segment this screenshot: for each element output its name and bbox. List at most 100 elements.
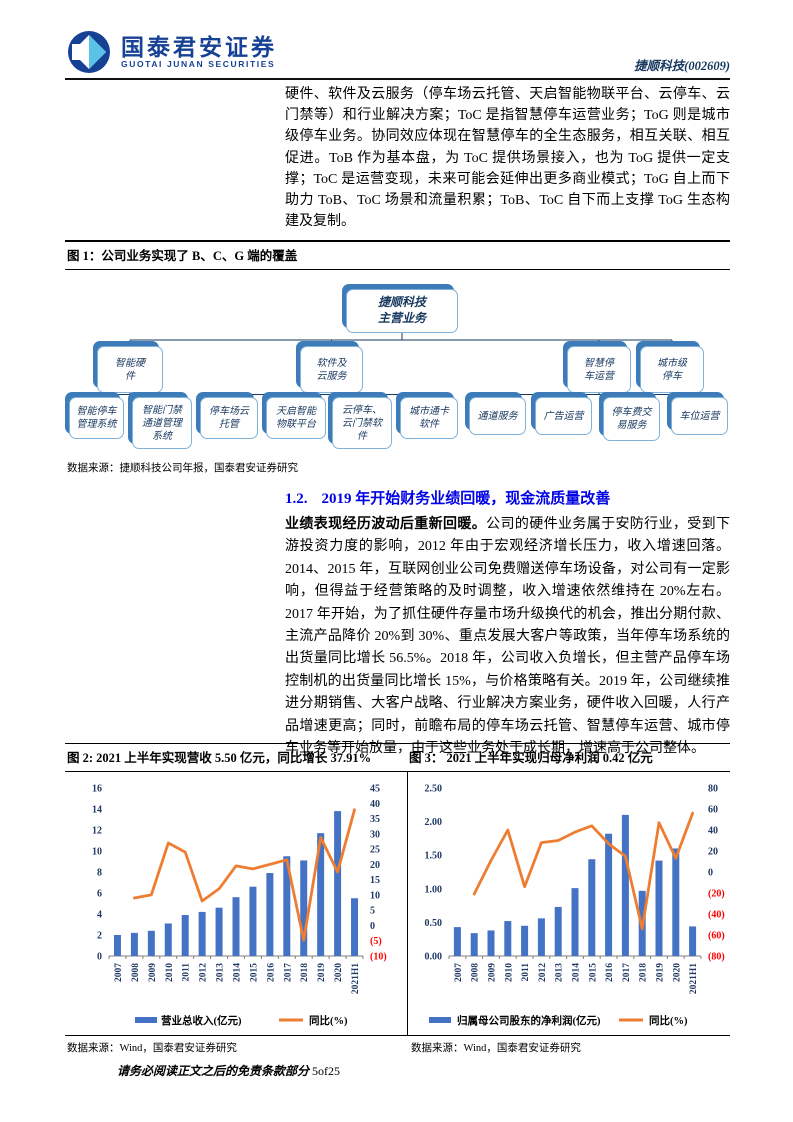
right-axis-tick: (40) [708, 910, 725, 921]
left-axis-tick: 14 [92, 805, 102, 816]
legend-bar-label: 归属母公司股东的净利润(亿元) [457, 1014, 601, 1027]
left-axis-tick: 4 [97, 910, 102, 921]
right-axis-tick: (60) [708, 931, 725, 942]
x-axis-label: 2009 [148, 963, 158, 982]
figure-3-source: 数据来源：Wind，国泰君安证券研究 [411, 1043, 581, 1054]
performance-paragraph: 业绩表现经历波动后重新回暖。公司的硬件业务属于安防行业，受到下游投资力度的影响，… [285, 514, 730, 760]
bar-2017 [283, 856, 291, 956]
bar-2011 [521, 925, 529, 956]
bar-2018 [300, 860, 308, 956]
right-axis-tick: 25 [370, 845, 380, 856]
org-node-parking-mgmt-system: 智能停车 管理系统 [69, 397, 124, 439]
stock-label: 捷顺科技(002609) [634, 59, 730, 73]
bar-2016 [266, 873, 274, 956]
revenue-chart: 1614121086420454035302520151050(5)(10)20… [92, 784, 387, 1028]
x-axis-label: 2015 [249, 963, 259, 982]
org-node-parking-fee-service: 停车费交 易服务 [603, 397, 660, 441]
x-axis-label: 2011 [182, 963, 192, 982]
profit-chart: 2.50 2.00 1.50 1.00 0.50 0.00 80 60 40 20 0 (20) (40… [425, 784, 725, 1028]
x-axis-label: 2010 [165, 963, 175, 982]
bar-2008 [130, 932, 138, 956]
right-axis-tick: 10 [370, 890, 380, 901]
page-footer: 请务必阅读正文之后的免责条款部分 5of25 [117, 1062, 340, 1079]
guotai-junan-logo-icon [68, 31, 110, 73]
paragraph-body: 公司的硬件业务属于安防行业，受到下游投资力度的影响，2012 年由于宏观经济增长… [285, 517, 731, 757]
yoy-line [472, 811, 695, 931]
left-axis-tick: 0.50 [425, 918, 443, 929]
bar-2009 [147, 930, 155, 956]
charts-row: 16 14 12 10 8 6 4 2 0 45 40 35 30 25 20 15 10 5 0 (5) (10) 20… [65, 772, 730, 1036]
disclaimer-text: 请务必阅读正文之后的免责条款部分 [117, 1064, 310, 1078]
x-axis-label: 2008 [471, 963, 481, 982]
left-axis-tick: 6 [97, 889, 102, 900]
figure-1-title-row: 图 1：公司业务实现了 B、C、G 端的覆盖 [65, 240, 730, 270]
right-axis-tick: (80) [708, 952, 725, 963]
paragraph-lead: 业绩表现经历波动后重新回暖。 [285, 517, 487, 532]
bar-2010 [164, 923, 172, 956]
left-axis-tick: 0 [97, 952, 102, 963]
left-axis-tick: 12 [92, 826, 102, 837]
org-node-cloud-parking-software: 云停车、 云门禁软 件 [332, 397, 392, 449]
right-axis-tick: 20 [708, 847, 718, 858]
figure-2-source: 数据来源：Wind，国泰君安证券研究 [67, 1043, 237, 1054]
x-axis-label: 2012 [538, 963, 548, 982]
right-axis-tick: 60 [708, 805, 718, 816]
panel-divider [407, 772, 408, 1035]
legend-bar-swatch [135, 1017, 157, 1023]
bar-2012 [198, 911, 206, 956]
org-node-space-operation: 车位运营 [671, 397, 728, 435]
right-axis-tick: 30 [370, 829, 380, 840]
legend-bar-label: 营业总收入(亿元) [161, 1014, 242, 1027]
figure-1-source: 数据来源：捷顺科技公司年报，国泰君安证券研究 [67, 463, 298, 474]
bar-2013 [215, 907, 223, 956]
bar-2020 [672, 848, 680, 956]
bar-2008 [470, 933, 478, 956]
right-axis-tick: 80 [708, 784, 718, 795]
right-axis-tick: 15 [370, 875, 380, 886]
section-title: 2019 年开始财务业绩回暖，现金流质量改善 [321, 491, 611, 507]
x-axis-label: 2010 [504, 963, 514, 982]
right-axis-tick: 0 [370, 921, 375, 932]
x-axis-label: 2021H1 [689, 963, 699, 994]
left-axis-tick: 0.00 [425, 952, 443, 963]
bar-2007 [453, 927, 461, 956]
page-header: 国泰君安证券 GUOTAI JUNAN SECURITIES 捷顺科技(0026… [65, 28, 730, 78]
left-axis-tick: 2.00 [425, 817, 443, 828]
right-axis-tick: 35 [370, 814, 380, 825]
x-axis-label: 2020 [672, 963, 682, 982]
section-heading: 1.2. 2019 年开始财务业绩回暖，现金流质量改善 [285, 487, 610, 508]
right-axis-tick: (5) [370, 936, 382, 947]
figure-1-block: 图 1：公司业务实现了 B、C、G 端的覆盖 捷顺科技 主营业务 智能硬 件 软… [65, 240, 730, 475]
bar-2014 [571, 888, 579, 956]
left-axis-tick: 1.50 [425, 851, 443, 862]
x-axis-label: 2009 [488, 963, 498, 982]
brand-name-cn: 国泰君安证券 [121, 33, 277, 60]
bar-2021H1 [689, 926, 697, 956]
figure-2-title: 图 2: 2021 上半年实现营收 5.50 亿元，同比增长 37.91% [67, 751, 372, 765]
intro-paragraph: 硬件、软件及云服务（停车场云托管、天启智能物联平台、云停车、云门禁等）和行业解决… [285, 87, 730, 230]
brand-name-en: GUOTAI JUNAN SECURITIES [121, 59, 276, 70]
x-axis-label: 2016 [266, 963, 276, 982]
bar-2019 [655, 860, 663, 956]
bar-2021H1 [351, 898, 359, 956]
org-node-root: 捷顺科技 主营业务 [346, 289, 458, 333]
org-node-city-card-software: 城市通卡 软件 [400, 397, 458, 439]
x-axis-label: 2017 [622, 963, 632, 982]
figure-3-title: 图 3： 2021 上半年实现归母净利润 0.42 亿元 [409, 751, 653, 765]
x-axis-label: 2014 [233, 963, 243, 982]
revenue-chart-panel: 16 14 12 10 8 6 4 2 0 45 40 35 30 25 20 15 10 5 0 (5) (10) 20… [65, 772, 407, 1035]
header-rule [65, 78, 730, 80]
bar-2020 [334, 811, 342, 956]
x-axis-label: 2007 [454, 963, 464, 982]
x-axis-label: 2018 [639, 963, 649, 982]
legend-bar-swatch [429, 1017, 451, 1023]
x-axis-label: 2011 [521, 963, 531, 982]
right-axis-tick: 40 [708, 826, 718, 837]
chart-sources-row: 数据来源：Wind，国泰君安证券研究 数据来源：Wind，国泰君安证券研究 [65, 1036, 730, 1055]
bar-2017 [621, 814, 629, 956]
org-node-access-mgmt-system: 智能门禁 通道管理 系统 [132, 397, 192, 449]
x-axis-label: 2007 [114, 963, 124, 982]
right-axis-tick: 20 [370, 860, 380, 871]
right-axis-tick: 0 [708, 868, 713, 879]
